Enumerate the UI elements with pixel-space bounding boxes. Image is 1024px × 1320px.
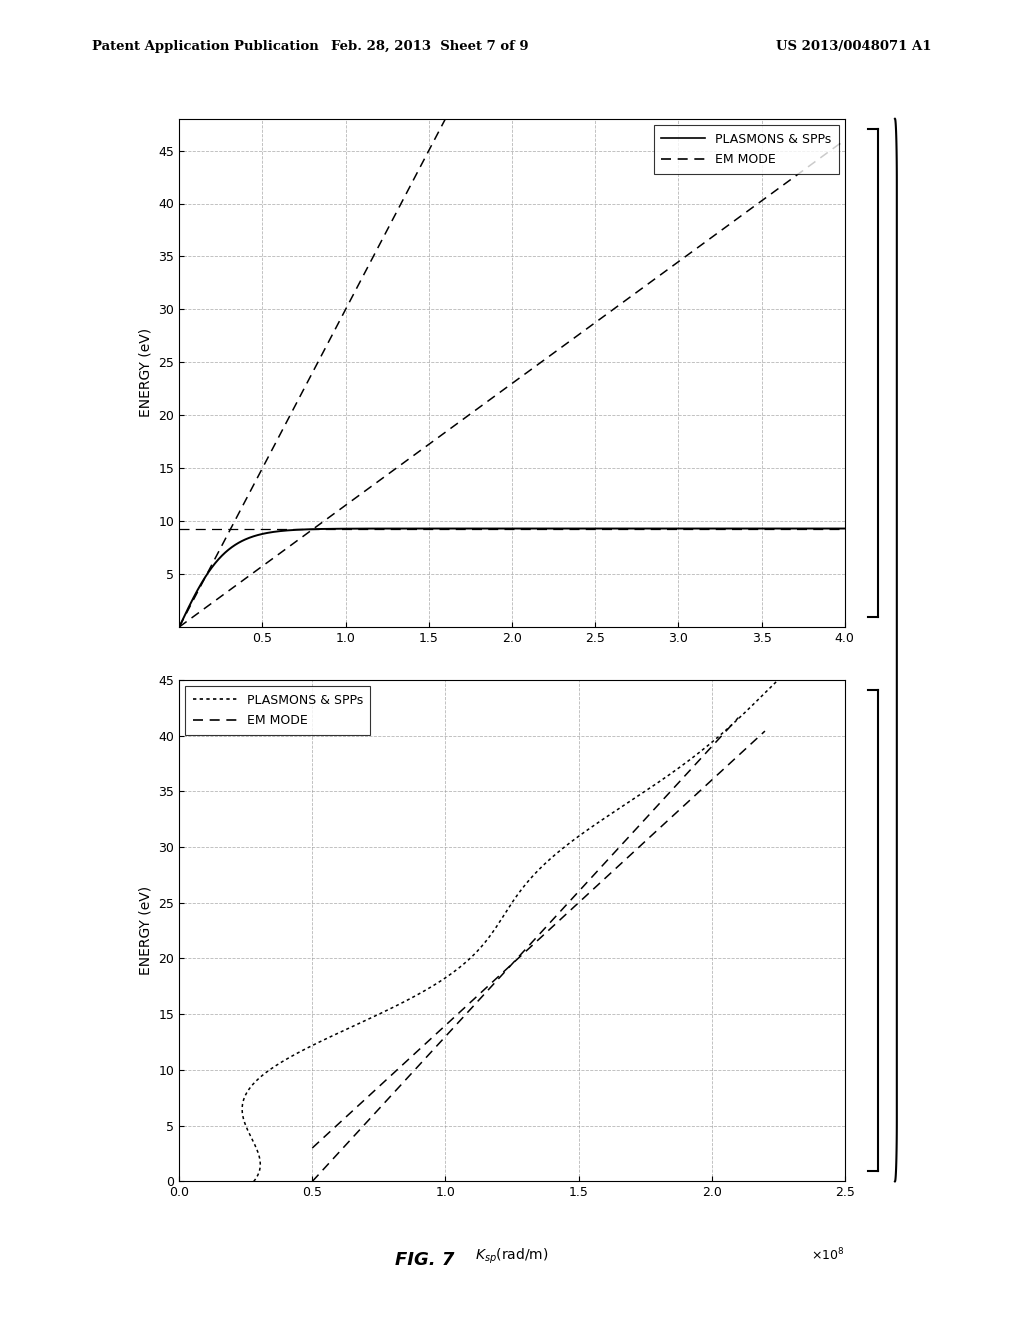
Text: Feb. 28, 2013  Sheet 7 of 9: Feb. 28, 2013 Sheet 7 of 9	[332, 40, 528, 53]
Text: Patent Application Publication: Patent Application Publication	[92, 40, 318, 53]
Text: $K_{sp}$(rad/m): $K_{sp}$(rad/m)	[475, 693, 549, 713]
Text: $K_{sp}$(rad/m): $K_{sp}$(rad/m)	[475, 1246, 549, 1266]
Legend: PLASMONS & SPPs, EM MODE: PLASMONS & SPPs, EM MODE	[653, 125, 839, 173]
Y-axis label: ENERGY (eV): ENERGY (eV)	[139, 886, 153, 975]
Y-axis label: ENERGY (eV): ENERGY (eV)	[139, 329, 153, 417]
Legend: PLASMONS & SPPs, EM MODE: PLASMONS & SPPs, EM MODE	[185, 686, 371, 734]
Text: US 2013/0048071 A1: US 2013/0048071 A1	[776, 40, 932, 53]
Text: FIG. 7: FIG. 7	[395, 1251, 455, 1270]
Text: $\times 10^{8}$: $\times 10^{8}$	[811, 1246, 845, 1263]
Text: $\times 10^{8}$: $\times 10^{8}$	[811, 693, 845, 710]
